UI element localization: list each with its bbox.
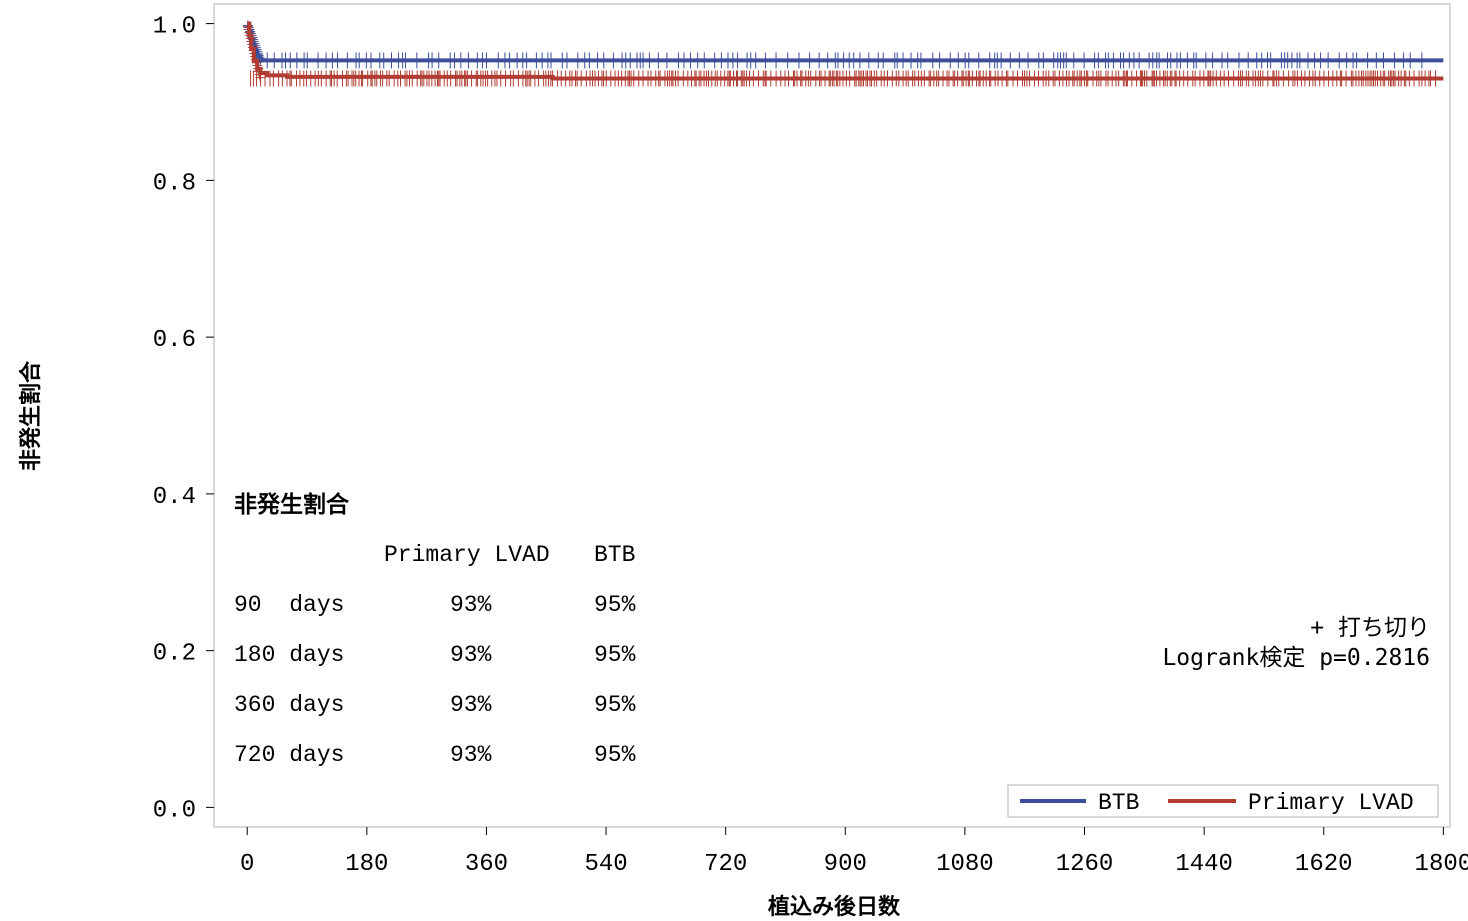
curve-primary-lvad bbox=[247, 21, 1444, 81]
y-tick-label: 1.0 bbox=[153, 14, 196, 41]
x-tick-label: 1800 bbox=[1415, 851, 1468, 878]
x-tick-label: 360 bbox=[465, 851, 508, 878]
y-tick-label: 0.4 bbox=[153, 484, 196, 511]
inset-row-primary: 93% bbox=[450, 742, 492, 768]
curve-btb bbox=[247, 21, 1444, 63]
inset-header-btb: BTB bbox=[594, 542, 635, 568]
x-axis-title: 植込み後日数 bbox=[768, 894, 901, 920]
censor-annotation: + 打ち切り bbox=[1310, 615, 1430, 641]
y-tick-label: 0.0 bbox=[153, 797, 196, 824]
legend-label-btb: BTB bbox=[1098, 790, 1139, 816]
inset-header-primary: Primary LVAD bbox=[384, 542, 550, 568]
y-tick-label: 0.6 bbox=[153, 327, 196, 354]
inset-row-btb: 95% bbox=[594, 742, 636, 768]
x-tick-label: 1080 bbox=[936, 851, 994, 878]
inset-row-label: 90 days bbox=[234, 592, 344, 618]
x-tick-label: 0 bbox=[240, 851, 254, 878]
inset-row-btb: 95% bbox=[594, 592, 636, 618]
x-tick-label: 720 bbox=[704, 851, 747, 878]
inset-row-btb: 95% bbox=[594, 692, 636, 718]
logrank-annotation: Logrank検定 p=0.2816 bbox=[1162, 645, 1430, 671]
inset-row-primary: 93% bbox=[450, 592, 492, 618]
x-tick-label: 180 bbox=[345, 851, 388, 878]
y-tick-label: 0.8 bbox=[153, 170, 196, 197]
x-tick-label: 1260 bbox=[1056, 851, 1114, 878]
x-tick-label: 1620 bbox=[1295, 851, 1353, 878]
inset-row-label: 360 days bbox=[234, 692, 344, 718]
legend: BTB Primary LVAD bbox=[1007, 784, 1439, 818]
y-axis: 0.0 0.2 0.4 0.6 0.8 1.0 bbox=[153, 14, 214, 824]
x-tick-label: 1440 bbox=[1175, 851, 1233, 878]
inset-row-primary: 93% bbox=[450, 692, 492, 718]
y-axis-title: 非発生割合 bbox=[18, 360, 44, 471]
inset-row-label: 180 days bbox=[234, 642, 344, 668]
y-tick-label: 0.2 bbox=[153, 641, 196, 668]
x-axis: 0 180 360 540 720 900 1080 1260 1440 1620 1800 bbox=[240, 827, 1468, 878]
inset-title: 非発生割合 bbox=[234, 491, 350, 518]
x-tick-label: 540 bbox=[584, 851, 627, 878]
inset-table: 非発生割合 Primary LVAD BTB 90 days 93% 95% 1… bbox=[234, 491, 636, 768]
survival-curves bbox=[247, 21, 1444, 81]
legend-label-primary-lvad: Primary LVAD bbox=[1248, 790, 1414, 816]
inset-row-btb: 95% bbox=[594, 642, 636, 668]
x-tick-label: 900 bbox=[824, 851, 867, 878]
plot-frame bbox=[213, 3, 1451, 828]
inset-row-primary: 93% bbox=[450, 642, 492, 668]
inset-row-label: 720 days bbox=[234, 742, 344, 768]
